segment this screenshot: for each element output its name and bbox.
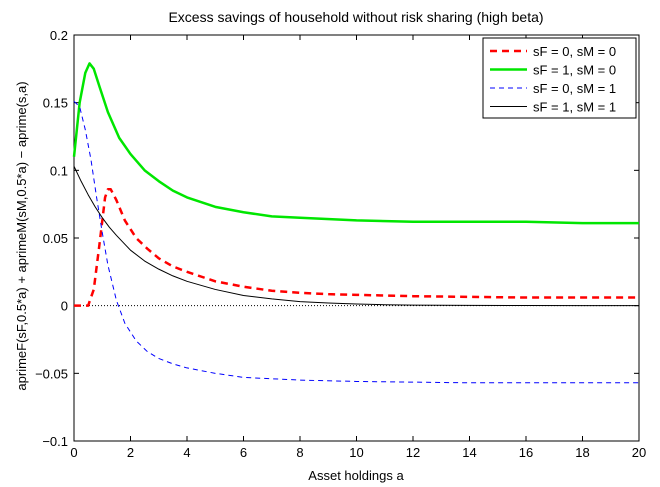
y-axis-label: aprimeF(sF,0.5*a) + aprimeM(sM,0.5*a) − … (14, 81, 29, 390)
legend-label-3: sF = 0, sM = 1 (533, 81, 616, 96)
y-tick-label: −0.1 (42, 434, 68, 449)
x-axis-label: Asset holdings a (308, 468, 404, 483)
x-tick-label: 8 (296, 445, 303, 460)
x-tick-label: 12 (406, 445, 420, 460)
x-tick-label: 18 (575, 445, 589, 460)
legend-label-1: sF = 0, sM = 0 (533, 44, 616, 59)
plot-area: 0 2 4 6 8 10 12 14 16 18 20 −0.1 −0.05 0 0.05 0.1 0.15 0.… (35, 28, 646, 460)
chart-title: Excess savings of household without risk… (168, 9, 543, 25)
series-line-3 (73, 100, 639, 384)
x-tick-label: 6 (240, 445, 247, 460)
y-tick-label: 0.05 (43, 231, 68, 246)
x-tick-label: 0 (70, 445, 77, 460)
series-line-4 (73, 166, 639, 307)
legend-label-4: sF = 1, sM = 1 (533, 100, 616, 115)
x-tick-label: 4 (183, 445, 190, 460)
x-tick-label: 20 (632, 445, 646, 460)
y-tick-label: 0.1 (50, 163, 68, 178)
series-line-1 (74, 188, 639, 307)
x-tick-label: 14 (462, 445, 476, 460)
x-tick-label: 16 (519, 445, 533, 460)
y-tick-label: −0.05 (35, 366, 68, 381)
y-tick-label: 0 (61, 299, 68, 314)
y-tick-label: 0.15 (43, 96, 68, 111)
y-tick-label: 0.2 (50, 28, 68, 43)
x-tick-label: 2 (127, 445, 134, 460)
x-tick-label: 10 (349, 445, 363, 460)
legend-label-2: sF = 1, sM = 0 (533, 63, 616, 78)
series-line-2 (72, 62, 639, 225)
